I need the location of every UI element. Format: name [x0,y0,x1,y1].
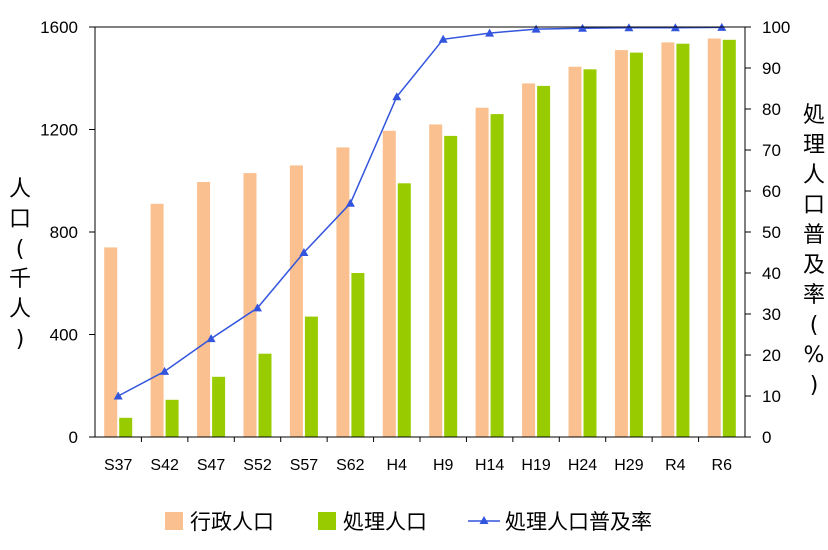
left-tick-label: 0 [69,428,78,447]
right-tick-label: 20 [762,346,781,365]
plot-frame [94,26,746,438]
legend-label-fukyuritsu: 処理人口普及率 [505,510,652,534]
left-tick-label: 1600 [40,18,78,37]
category-labels: S37 S42 S47 S52 S57 S62 H4 H9 H14 H19 H24 H29 R4 R6 [104,457,732,474]
bar-shori-S42 [165,399,179,437]
fukyuritsu-point-H9 [438,34,448,43]
bar-gyosei-R6 [707,38,721,437]
legend-swatch-shori [318,512,336,530]
category-label-H9: H9 [433,457,454,474]
category-label-S47: S47 [197,457,226,474]
bar-shori-H4 [397,183,411,437]
bar-shori-S37 [119,417,133,437]
fukyuritsu-point-S62 [345,198,355,207]
fukyuritsu-point-S42 [160,366,170,375]
left-tick-label: 800 [50,223,78,242]
bar-shori-S52 [258,353,272,437]
right-tick-label: 30 [762,305,781,324]
category-label-S57: S57 [290,457,319,474]
fukyuritsu-point-S37 [113,391,123,400]
bar-gyosei-H19 [522,83,536,438]
bar-gyosei-R4 [661,42,675,438]
category-label-R6: R6 [712,457,733,474]
category-label-H19: H19 [521,457,550,474]
fukyuritsu-point-S57 [299,248,309,256]
left-axis-ticks: 0 400 800 1200 1600 [40,18,78,447]
right-tick-label: 0 [762,428,771,447]
bar-gyosei-S47 [197,182,211,437]
bar-shori-R4 [676,43,690,437]
bar-gyosei-S57 [289,165,303,437]
legend-marker-triangle [479,516,489,524]
fukyuritsu-point-H14 [485,28,495,37]
right-tick-label: 60 [762,182,781,201]
bar-gyosei-H4 [382,130,396,438]
bar-shori-H24 [583,69,597,438]
fukyuritsu-point-S52 [253,303,262,312]
bar-gyosei-S52 [243,173,257,437]
bar-shori-H29 [629,52,643,437]
right-tick-label: 100 [762,18,790,37]
bar-shori-R6 [722,39,736,438]
line-layer [113,22,727,400]
right-tick-label: 10 [762,387,781,406]
category-label-S42: S42 [150,457,179,474]
category-label-H24: H24 [568,457,597,474]
category-label-S62: S62 [336,457,365,474]
right-tick-label: 80 [762,100,781,119]
bar-gyosei-S42 [150,203,164,437]
left-tick-label: 400 [50,326,78,345]
left-axis-title: 人口(千人) [9,177,31,352]
axes-layer [89,26,751,442]
bar-shori-S57 [304,316,318,437]
right-axis-ticks: 0 10 20 30 40 50 60 70 80 90 100 [762,18,790,447]
legend-label-shori: 処理人口 [343,510,427,534]
bar-gyosei-S37 [104,247,118,437]
bar-shori-H19 [537,85,551,438]
bar-gyosei-H29 [614,50,628,437]
fukyuritsu-point-S47 [206,334,216,343]
right-tick-label: 40 [762,264,781,283]
right-tick-label: 70 [762,141,781,160]
category-label-H4: H4 [387,457,408,474]
bar-gyosei-S62 [336,147,350,437]
right-axis-title: 処理人口普及率(%) [803,103,825,398]
bar-gyosei-H14 [475,107,489,437]
fukyuritsu-point-H24 [578,23,587,32]
category-label-H29: H29 [614,457,643,474]
bar-gyosei-H9 [429,124,443,438]
bar-shori-S47 [212,376,226,437]
category-label-S37: S37 [104,457,133,474]
legend: 行政人口 処理人口 処理人口普及率 [165,510,652,534]
bar-layer [104,38,736,438]
bar-shori-H9 [444,135,458,437]
left-tick-label: 1200 [40,121,78,140]
fukyuritsu-point-H19 [531,24,541,33]
category-label-H14: H14 [475,457,504,474]
right-tick-label: 90 [762,59,781,78]
legend-swatch-gyosei [165,512,183,530]
right-tick-label: 50 [762,223,781,242]
category-label-S52: S52 [243,457,272,474]
bar-shori-H14 [490,114,504,437]
fukyuritsu-point-H4 [392,92,402,101]
bar-gyosei-H24 [568,66,582,437]
legend-label-gyosei: 行政人口 [190,510,274,534]
fukyuritsu-line [117,26,722,397]
bar-shori-S62 [351,273,365,437]
category-label-R4: R4 [665,457,686,474]
